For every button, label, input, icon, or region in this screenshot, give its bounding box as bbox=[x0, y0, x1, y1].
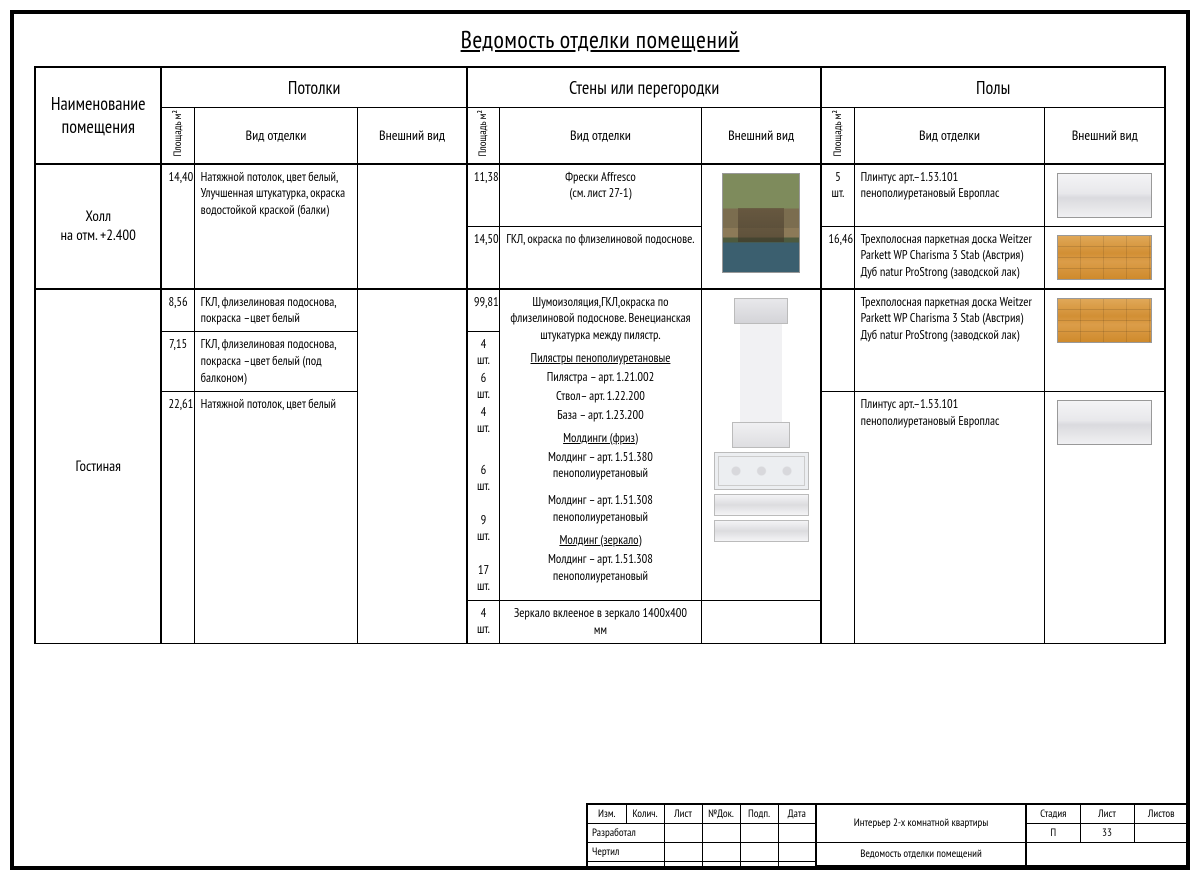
col-finish: Вид отделки bbox=[194, 108, 358, 164]
table-cell: Шумоизоляция,ГКЛ,окраска по флизелиновой… bbox=[500, 289, 702, 601]
stamp-row: Разработал bbox=[588, 823, 664, 842]
table-cell: 4 шт. 6 шт. 4 шт. 6 шт. 9 шт. 17 шт. bbox=[467, 332, 500, 601]
table-cell: 16,46 bbox=[821, 226, 854, 289]
stamp-col: Подп. bbox=[740, 805, 778, 824]
col-area: Площадь м² bbox=[161, 108, 194, 164]
table-cell: Фрески Affresco (см. лист 27-1) bbox=[500, 164, 702, 227]
table-cell: Натяжной потолок, цвет белый, Улучшенная… bbox=[194, 164, 358, 289]
stamp-title: Ведомость отделки помещений bbox=[816, 842, 1026, 866]
swatch-plinth bbox=[1045, 164, 1165, 227]
stamp-col: Лист bbox=[664, 805, 702, 824]
stamp-col: Дата bbox=[778, 805, 816, 824]
stamp-stage: П bbox=[1026, 823, 1080, 842]
table-cell: 11,38 bbox=[467, 164, 500, 227]
col-walls: Стены или перегородки bbox=[467, 68, 822, 108]
room-name: Холл на отм. +2.400 bbox=[36, 164, 161, 289]
table-subheading: Молдинги (фриз) bbox=[506, 430, 695, 447]
table-text: Шумоизоляция,ГКЛ,окраска по флизелиновой… bbox=[506, 294, 695, 345]
col-area: Площадь м² bbox=[467, 108, 500, 164]
stamp-col: Листов bbox=[1134, 805, 1188, 824]
table-cell: 7,15 bbox=[161, 332, 194, 392]
table-cell bbox=[821, 391, 854, 643]
stamp-col: №Док. bbox=[702, 805, 740, 824]
stamp-col: Колич. bbox=[626, 805, 664, 824]
swatch-plinth bbox=[1045, 391, 1165, 643]
table-cell bbox=[358, 164, 467, 289]
table-cell: Зеркало вклееное в зеркало 1400х400 мм bbox=[500, 601, 702, 644]
stamp-row: Чертил bbox=[588, 842, 664, 861]
table-cell: 4 шт. bbox=[467, 601, 500, 644]
table-cell bbox=[701, 601, 821, 644]
stamp-col: Лист bbox=[1080, 805, 1134, 824]
table-cell: 8,56 bbox=[161, 289, 194, 332]
col-finish: Вид отделки bbox=[500, 108, 702, 164]
table-cell: 14,40 bbox=[161, 164, 194, 289]
table-cell: Натяжной потолок, цвет белый bbox=[194, 391, 358, 643]
table-text: Молдинг – арт. 1.51.308 пенополиуретанов… bbox=[506, 551, 695, 585]
table-cell: 22,61 bbox=[161, 391, 194, 643]
table-cell: ГКЛ, окраска по флизелиновой подоснове. bbox=[500, 226, 702, 289]
col-view: Внешний вид bbox=[701, 108, 821, 164]
title-block: Изм. Колич. Лист №Док. Подп. Дата Интерь… bbox=[586, 803, 1186, 867]
swatch-wood bbox=[1045, 289, 1165, 392]
page-title: Ведомость отделки помещений bbox=[14, 14, 1186, 63]
col-view: Внешний вид bbox=[358, 108, 467, 164]
pilaster-list: Пилястра – арт. 1.21.002 Ствол– арт. 1.2… bbox=[506, 369, 695, 424]
table-cell bbox=[358, 289, 467, 644]
table-cell: ГКЛ, флизелиновая подоснова, покраска –ц… bbox=[194, 289, 358, 332]
col-floors: Полы bbox=[821, 68, 1165, 108]
swatch-pilaster bbox=[701, 289, 821, 601]
col-area: Площадь м² bbox=[821, 108, 854, 164]
stamp-col: Стадия bbox=[1026, 805, 1080, 824]
table-cell: Трехполосная паркетная доска Weitzer Par… bbox=[854, 289, 1045, 392]
table-subheading: Молдинг (зеркало) bbox=[506, 532, 695, 549]
col-room: Наименование помещения bbox=[36, 68, 161, 164]
table-cell: 5 шт. bbox=[821, 164, 854, 227]
table-cell: ГКЛ, флизелиновая подоснова, покраска –ц… bbox=[194, 332, 358, 392]
table-cell: 99,81 bbox=[467, 289, 500, 332]
moulding-list: Молдинг – арт. 1.51.380 пенополиуретанов… bbox=[506, 449, 695, 527]
room-name: Гостиная bbox=[36, 289, 161, 644]
table-subheading: Пилястры пенополиуретановые bbox=[506, 350, 695, 367]
col-view: Внешний вид bbox=[1045, 108, 1165, 164]
table-cell: Трехполосная паркетная доска Weitzer Par… bbox=[854, 226, 1045, 289]
stamp-sheets bbox=[1134, 823, 1188, 842]
col-finish: Вид отделки bbox=[854, 108, 1045, 164]
table-cell: 14,50 bbox=[467, 226, 500, 289]
stamp-col: Изм. bbox=[588, 805, 626, 824]
col-ceilings: Потолки bbox=[161, 68, 466, 108]
table-cell bbox=[821, 289, 854, 392]
stamp-sheet: 33 bbox=[1080, 823, 1134, 842]
stamp-project: Интерьер 2-х комнатной квартиры bbox=[816, 805, 1026, 843]
table-cell: Плинтус арт.–1.53.101 пенополиуретановый… bbox=[854, 164, 1045, 227]
stamp-logo bbox=[1026, 842, 1188, 866]
swatch-wood bbox=[1045, 226, 1165, 289]
table-cell: Плинтус арт.–1.53.101 пенополиуретановый… bbox=[854, 391, 1045, 643]
swatch-painting bbox=[701, 164, 821, 289]
finishing-schedule-table: Наименование помещения Потолки Стены или… bbox=[34, 66, 1166, 644]
